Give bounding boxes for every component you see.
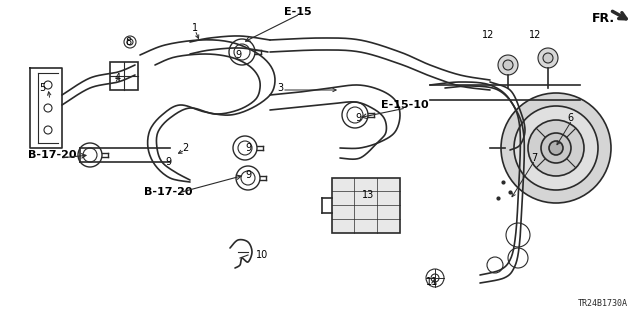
Text: 2: 2: [182, 143, 188, 153]
Text: 12: 12: [529, 30, 541, 40]
Text: 9: 9: [235, 50, 241, 60]
Circle shape: [501, 93, 611, 203]
Text: 10: 10: [256, 250, 268, 260]
Circle shape: [538, 48, 558, 68]
Circle shape: [541, 133, 571, 163]
Text: 3: 3: [277, 83, 283, 93]
Circle shape: [514, 106, 598, 190]
Text: 5: 5: [39, 83, 45, 93]
Text: 9: 9: [245, 143, 251, 153]
Text: 12: 12: [482, 30, 494, 40]
Text: 8: 8: [125, 37, 131, 47]
Circle shape: [543, 53, 553, 63]
Circle shape: [498, 55, 518, 75]
Circle shape: [503, 60, 513, 70]
Text: 1: 1: [192, 23, 198, 33]
Text: E-15-10: E-15-10: [381, 100, 429, 110]
Text: E-15: E-15: [284, 7, 312, 17]
Text: 6: 6: [567, 113, 573, 123]
Text: 9: 9: [165, 157, 171, 167]
Text: TR24B1730A: TR24B1730A: [578, 299, 628, 308]
Text: FR.: FR.: [591, 12, 614, 25]
Text: 13: 13: [362, 190, 374, 200]
Text: 9: 9: [355, 113, 361, 123]
Text: B-17-20: B-17-20: [28, 150, 76, 160]
FancyBboxPatch shape: [332, 178, 400, 233]
Text: 9: 9: [245, 170, 251, 180]
Text: 7: 7: [531, 153, 537, 163]
Text: 11: 11: [426, 277, 438, 287]
Circle shape: [549, 141, 563, 155]
Circle shape: [528, 120, 584, 176]
Text: 4: 4: [115, 73, 121, 83]
Text: B-17-20: B-17-20: [144, 187, 192, 197]
